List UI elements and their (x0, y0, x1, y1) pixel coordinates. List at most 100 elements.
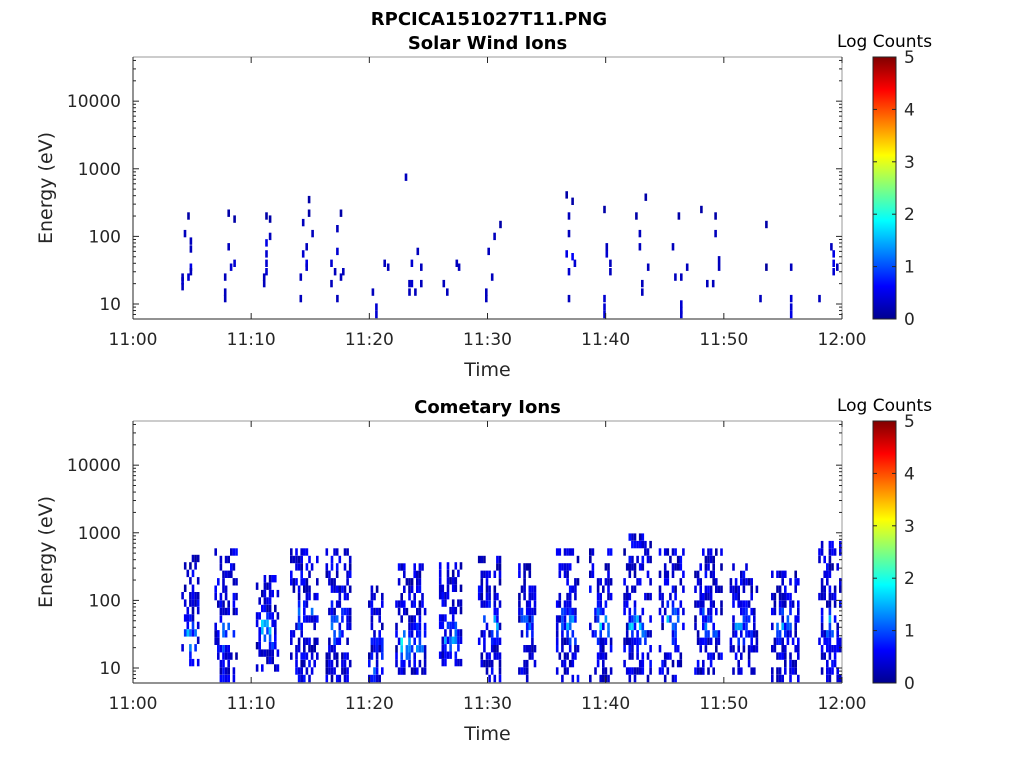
heatmap-cell (300, 667, 303, 675)
heatmap-cell (480, 659, 484, 668)
heatmap-cell (828, 555, 832, 564)
heatmap-cell (776, 652, 779, 660)
heatmap-cell (715, 585, 718, 593)
heatmap-cell (638, 659, 642, 668)
heatmap-cell (702, 607, 705, 616)
heatmap-cell (778, 630, 782, 638)
heatmap-cell (325, 548, 329, 556)
heatmap-cell (416, 667, 419, 675)
heatmap-cell (561, 615, 564, 623)
heatmap-cell (704, 637, 708, 645)
heatmap-cell (707, 607, 710, 616)
heatmap-cell (704, 593, 708, 601)
heatmap-cell (797, 652, 800, 660)
heatmap-cell (568, 592, 572, 601)
heatmap-cell (416, 570, 419, 579)
heatmap-cell (271, 642, 274, 650)
heatmap-cell (707, 637, 710, 645)
heatmap-cell (832, 259, 835, 267)
heatmap-cell (574, 637, 577, 645)
heatmap-cell (297, 607, 301, 616)
heatmap-cell (421, 667, 424, 675)
heatmap-cell (191, 614, 195, 622)
heatmap-cell (555, 645, 559, 653)
heatmap-cell (568, 563, 572, 571)
heatmap-cell (649, 630, 652, 638)
heatmap-cell (449, 644, 452, 652)
heatmap-cell (702, 548, 705, 556)
heatmap-cell (414, 288, 417, 296)
heatmap-cell (370, 674, 374, 683)
heatmap-cell (303, 548, 306, 556)
heatmap-cell (784, 585, 787, 593)
heatmap-cell (568, 637, 572, 645)
heatmap-cell (191, 621, 195, 630)
heatmap-cell (451, 606, 455, 615)
heatmap-cell (826, 563, 829, 571)
heatmap-cell (533, 600, 537, 608)
heatmap-cell (418, 563, 422, 571)
heatmap-cell (219, 555, 223, 564)
heatmap-cell (707, 593, 710, 601)
heatmap-cell (745, 607, 748, 616)
heatmap-cell (498, 674, 502, 683)
x-tick-label: 11:20 (345, 330, 394, 350)
heatmap-cell (680, 306, 683, 315)
heatmap-cell (224, 645, 228, 653)
heatmap-cell (378, 674, 381, 683)
heatmap-cell (558, 570, 562, 578)
heatmap-cell (325, 570, 329, 578)
heatmap-cell (599, 622, 602, 631)
heatmap-cell (663, 607, 667, 616)
heatmap-cell (181, 644, 184, 652)
heatmap-cell (566, 548, 569, 556)
heatmap-cell (310, 652, 314, 660)
heatmap-cell (636, 652, 639, 660)
heatmap-cell (649, 540, 652, 549)
heatmap-cell (346, 592, 349, 601)
heatmap-cell (343, 585, 347, 593)
heatmap-cell (755, 637, 759, 645)
heatmap-cell (649, 615, 652, 623)
heatmap-cell (715, 548, 718, 556)
heatmap-cell (607, 570, 610, 578)
y-tick-label: 10 (99, 295, 121, 315)
heatmap-cell (694, 585, 697, 593)
heatmap-cell (375, 607, 379, 616)
heatmap-cell (784, 630, 787, 638)
heatmap-cell (832, 250, 835, 258)
heatmap-cell (607, 592, 610, 601)
heatmap-cell (262, 273, 266, 281)
heatmap-cell (671, 563, 675, 571)
heatmap-cell (628, 637, 632, 645)
heatmap-cell (568, 600, 572, 608)
heatmap-cell (230, 548, 233, 556)
heatmap-cell (451, 584, 455, 592)
heatmap-cell (568, 615, 572, 623)
heatmap-cell (631, 637, 634, 645)
heatmap-cell (828, 540, 832, 549)
heatmap-cell (696, 570, 700, 579)
heatmap-cell (755, 645, 759, 653)
heatmap-cell (421, 593, 424, 601)
heatmap-cell (644, 637, 647, 645)
heatmap-cell (836, 674, 839, 683)
heatmap-cell (405, 607, 409, 616)
heatmap-cell (265, 268, 268, 276)
heatmap-cell (313, 615, 316, 623)
heatmap-cell (755, 630, 759, 638)
heatmap-cell (255, 619, 259, 628)
heatmap-cell (276, 649, 280, 657)
heatmap-cell (633, 607, 637, 616)
heatmap-cell (518, 570, 521, 578)
heatmap-cell (704, 570, 708, 579)
heatmap-cell (523, 585, 526, 593)
heatmap-cell (694, 667, 697, 675)
heatmap-cell (742, 600, 746, 608)
heatmap-cell (836, 563, 839, 571)
heatmap-cell (305, 563, 309, 571)
heatmap-cell (438, 577, 442, 585)
heatmap-cell (671, 607, 675, 616)
heatmap-cell (413, 637, 416, 645)
